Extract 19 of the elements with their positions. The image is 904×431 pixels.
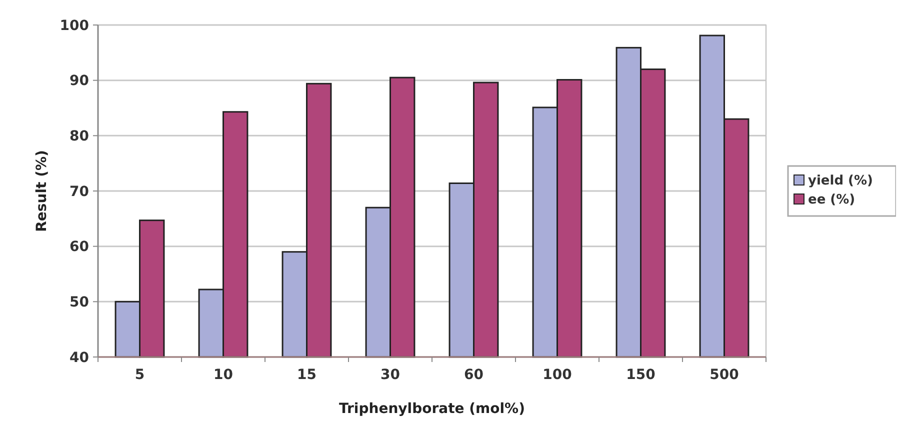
x-tick-label: 100	[542, 367, 572, 383]
legend-label: ee (%)	[808, 192, 856, 208]
x-tick-label: 30	[380, 367, 400, 383]
legend-label: yield (%)	[808, 174, 873, 189]
y-tick-label: 100	[60, 18, 90, 34]
y-tick-label: 50	[70, 294, 90, 311]
y-tick-label: 90	[70, 73, 90, 90]
y-tick-label: 60	[70, 239, 90, 256]
x-tick-label: 500	[710, 367, 740, 383]
x-tick-label: 10	[214, 367, 234, 383]
x-tick-label: 60	[464, 367, 484, 383]
y-tick-label: 70	[70, 184, 90, 200]
x-tick-label: 15	[297, 367, 316, 383]
x-tick-label: 5	[134, 367, 145, 383]
y-axis-title: Result (%)	[34, 150, 50, 232]
y-tick-label: 40	[70, 350, 90, 366]
y-tick-label: 80	[70, 128, 90, 145]
x-axis-title: Triphenylborate (mol%)	[339, 401, 525, 417]
x-tick-label: 150	[626, 367, 656, 383]
